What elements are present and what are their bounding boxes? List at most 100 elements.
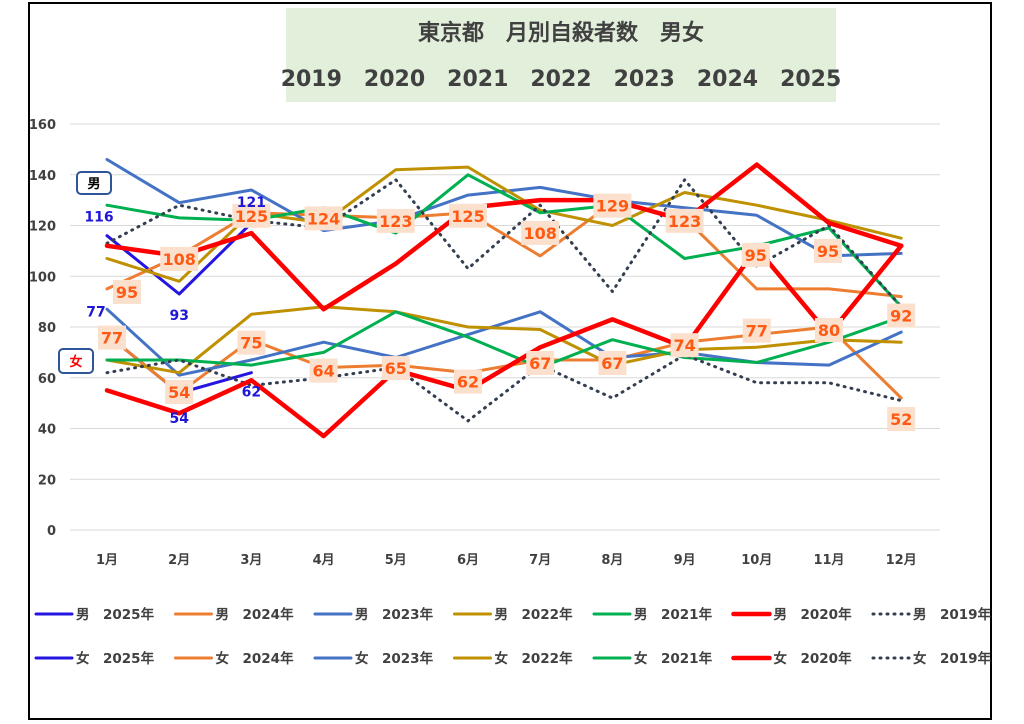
x-tick-label: 12月 — [886, 553, 917, 568]
data-label: 125 — [235, 207, 268, 226]
data-label: 80 — [818, 321, 840, 340]
data-label: 77 — [86, 305, 105, 321]
data-label: 65 — [385, 359, 407, 378]
y-tick-label: 140 — [29, 169, 56, 184]
data-label: 67 — [601, 354, 623, 373]
data-label-box — [237, 330, 266, 355]
title-box — [286, 8, 836, 102]
legend-label: 女 2021年 — [634, 650, 713, 667]
data-label: 74 — [673, 336, 695, 355]
data-label: 67 — [529, 354, 551, 373]
y-tick-label: 0 — [47, 524, 56, 539]
data-label-box — [160, 246, 199, 271]
data-label: 95 — [116, 283, 138, 302]
data-label: 93 — [169, 308, 188, 324]
series-line — [105, 353, 903, 423]
legend-label: 女 2019年 — [913, 650, 992, 667]
y-tick-label: 80 — [38, 321, 56, 336]
data-label: 129 — [596, 197, 629, 216]
x-tick-label: 7月 — [529, 553, 551, 568]
data-label: 108 — [523, 224, 556, 243]
data-label-box — [814, 238, 842, 263]
x-tick-label: 4月 — [313, 553, 335, 568]
data-label: 54 — [169, 411, 189, 427]
y-tick-label: 160 — [29, 118, 56, 133]
series-line — [104, 162, 904, 312]
male-callout-label: 男 — [87, 177, 100, 192]
legend-label: 男 2021年 — [634, 606, 713, 623]
data-label: 95 — [817, 242, 839, 261]
chart-title: 東京都 月別自殺者数 男女 — [418, 20, 704, 46]
y-tick-label: 60 — [38, 372, 56, 387]
legend-label: 男 2024年 — [216, 606, 295, 623]
data-label: 75 — [240, 334, 262, 353]
data-label: 64 — [312, 362, 334, 381]
data-label-box — [98, 325, 126, 350]
data-label-box — [309, 358, 338, 383]
female-callout-box — [58, 348, 94, 374]
x-tick-label: 1月 — [96, 553, 118, 568]
gridlines — [70, 123, 940, 531]
x-tick-label: 11月 — [813, 553, 844, 568]
data-label-box — [232, 203, 271, 228]
legend-label: 男 2025年 — [76, 606, 155, 623]
data-label-box — [742, 318, 771, 343]
data-label: 125 — [451, 207, 484, 226]
data-label-box — [381, 356, 410, 381]
x-tick-label: 6月 — [457, 553, 479, 568]
series-line — [105, 305, 903, 375]
y-tick-label: 100 — [29, 270, 56, 285]
x-tick-label: 8月 — [601, 553, 623, 568]
data-label: 62 — [242, 385, 261, 401]
data-label-box — [815, 318, 843, 342]
legend-label: 女 2023年 — [355, 650, 434, 667]
female-callout-label: 女 — [69, 354, 82, 370]
data-label-box — [376, 208, 415, 233]
data-label-box — [449, 203, 487, 228]
legend-label: 女 2022年 — [495, 650, 574, 667]
data-label: 54 — [168, 383, 190, 402]
legend-label: 男 2019年 — [913, 606, 992, 623]
legend-label: 女 2024年 — [216, 650, 295, 667]
data-label: 77 — [101, 329, 123, 348]
legend: 男 2025年 男 2024年 男 2023年 男 2022年 男 2021年 男 202… — [34, 606, 992, 667]
legend-label: 男 2020年 — [774, 606, 853, 623]
data-label-box — [521, 220, 560, 245]
x-tick-label: 2月 — [168, 553, 190, 568]
chart-subtitle: 2019 2020 2021 2022 2023 2024 2025 — [281, 67, 842, 92]
axes: 0 20 40 60 80 100 120 140 160 1月 2月 3月 4月 5月 6月 7月 8月 9月 1… — [29, 118, 917, 568]
callouts: 男女 — [58, 171, 112, 374]
series-lines — [104, 158, 904, 439]
data-label-box — [887, 303, 916, 328]
x-tick-label: 3月 — [240, 553, 262, 568]
data-label: 62 — [457, 373, 479, 392]
data-label-box — [304, 206, 343, 231]
male-callout-box — [76, 171, 112, 195]
x-tick-label: 5月 — [385, 553, 407, 568]
data-label-box — [665, 208, 704, 233]
x-tick-label: 10月 — [741, 553, 772, 568]
y-tick-label: 120 — [29, 220, 56, 235]
y-tick-label: 20 — [38, 473, 56, 488]
data-label: 95 — [745, 246, 767, 265]
legend-label: 男 2022年 — [495, 606, 574, 623]
data-label: 108 — [162, 250, 195, 269]
y-tick-label: 40 — [38, 423, 56, 438]
legend-label: 男 2023年 — [355, 606, 434, 623]
x-tick-label: 9月 — [674, 553, 696, 568]
data-label: 52 — [890, 410, 912, 429]
series-line — [105, 310, 903, 370]
data-label-box — [593, 193, 632, 218]
data-label-box — [454, 369, 482, 394]
data-label-box — [165, 379, 194, 404]
legend-label: 女 2025年 — [76, 650, 155, 667]
data-label-box — [113, 279, 141, 304]
series-line — [105, 158, 903, 258]
data-labels: 95 108 125 124 123 125 108 129 123 95 95 92 77 54 75 64… — [84, 193, 916, 432]
data-label-box — [526, 350, 555, 375]
series-line — [105, 221, 253, 296]
data-label: 121 — [237, 195, 266, 211]
data-label: 124 — [307, 209, 340, 228]
data-label-box — [598, 350, 627, 375]
